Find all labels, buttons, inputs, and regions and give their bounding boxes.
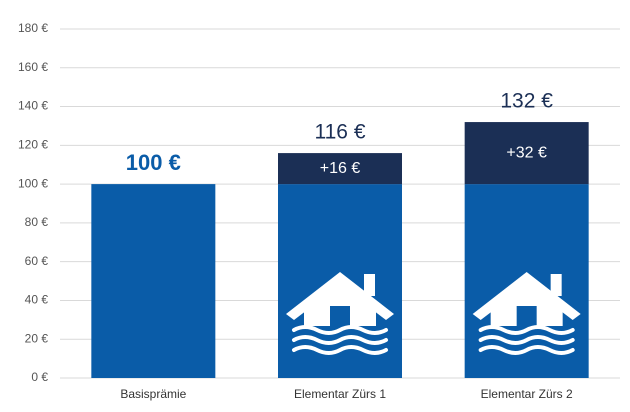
house-body [490,281,563,326]
bar-segment [464,122,589,185]
total-label: 100 € [126,150,181,175]
house-icon [286,272,394,355]
y-tick-label: 100 € [18,176,48,190]
wave [478,335,575,345]
x-tick-label: Basisprämie [120,387,186,401]
y-tick-label: 20 € [25,331,49,345]
y-tick-label: 160 € [18,60,48,74]
total-label: 132 € [500,90,553,113]
house-chimney [550,274,562,296]
plot: 0 € 20 € 40 € 60 € 80 € 100 € 120 € 140 € 160 € 1… [18,21,620,401]
segment-label: +16 € [320,160,361,177]
y-tick-label: 60 € [25,254,49,268]
bar-segment [91,184,216,378]
wave [292,345,388,355]
y-tick-label: 180 € [18,21,48,35]
wave [478,345,575,355]
total-label: 116 € [315,121,366,144]
bar-segment [278,153,402,185]
y-tick-label: 120 € [18,138,48,152]
icons [286,272,581,355]
segment-label: +32 € [506,144,547,161]
y-tick-label: 0 € [31,370,48,384]
y-tick-label: 140 € [18,99,48,113]
y-tick-label: 80 € [25,215,49,229]
wave [292,325,388,335]
wave [292,335,388,345]
house-body [304,281,376,326]
x-tick-label: Elementar Zürs 2 [481,387,573,401]
wave [478,325,575,335]
x-tick-label: Elementar Zürs 1 [294,387,386,401]
y-tick-label: 40 € [25,293,49,307]
house-icon [472,272,581,355]
house-chimney [364,274,375,296]
